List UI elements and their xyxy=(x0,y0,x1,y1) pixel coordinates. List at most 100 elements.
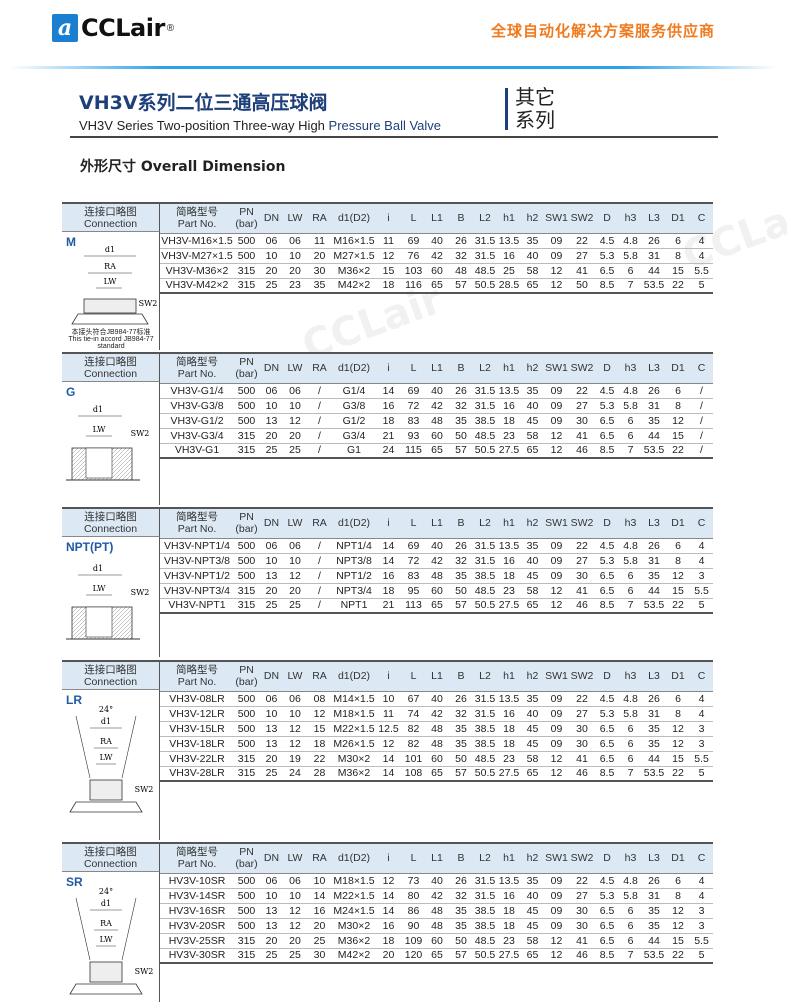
value-cell: 50.5 xyxy=(473,598,497,614)
value-cell: 4.5 xyxy=(595,691,619,707)
part-number-cell: VH3V-M36×2 xyxy=(160,263,234,279)
logo-text: CCLair xyxy=(81,14,165,42)
value-cell: 48 xyxy=(425,413,449,429)
value-cell: 4.8 xyxy=(619,691,642,707)
value-cell: 35 xyxy=(642,568,666,584)
value-cell: 69 xyxy=(402,538,425,554)
svg-text:d1: d1 xyxy=(93,405,103,414)
value-cell: 6 xyxy=(666,691,690,707)
value-cell: 500 xyxy=(234,233,259,249)
value-cell: 23 xyxy=(284,278,306,294)
subtitle-part: VH3V Series Two-position Three-way High xyxy=(79,118,329,133)
value-cell: 13 xyxy=(259,903,284,919)
value-cell: 5 xyxy=(690,598,713,614)
column-divider xyxy=(159,537,160,657)
value-cell: 27 xyxy=(569,248,595,264)
value-cell: 40 xyxy=(425,538,449,554)
value-cell: 42 xyxy=(425,706,449,722)
table-row: VH3V-M36×2 315 20 20 30 M36×2 15 103 60 48 48.5 25 5… xyxy=(160,263,713,279)
column-header: L3 xyxy=(642,842,666,874)
value-cell: 315 xyxy=(234,428,259,444)
table-header-row: 简略型号 Part No. PN (bar) DN LW RA d1(D2) i L L1 B L2 h1… xyxy=(160,202,713,234)
column-header: C xyxy=(690,842,713,874)
value-cell: 15 xyxy=(666,263,690,279)
value-cell: 5.3 xyxy=(595,706,619,722)
column-header: h3 xyxy=(619,842,642,874)
value-cell: 12.5 xyxy=(375,721,402,737)
value-cell: 09 xyxy=(544,903,569,919)
value-cell: 7 xyxy=(619,598,642,614)
connection-diagram: 24° d1 RA LW SW2 xyxy=(69,887,153,995)
table-row: VH3V-08LR 500 06 06 08 M14×1.5 10 67 40 26 31.5 13.… xyxy=(160,691,713,707)
value-cell: 65 xyxy=(521,443,544,459)
value-cell: 93 xyxy=(402,428,425,444)
value-cell: 20 xyxy=(259,428,284,444)
value-cell: 32 xyxy=(449,398,473,414)
value-cell: 57 xyxy=(449,766,473,782)
part-number-cell: VH3V-G1/2 xyxy=(160,413,234,429)
value-cell: / xyxy=(690,398,713,414)
registered-mark: ® xyxy=(166,22,175,34)
table-header-row: 简略型号 Part No. PN (bar) DN LW RA d1(D2) i L L1 B L2 h1… xyxy=(160,660,713,692)
value-cell: 83 xyxy=(402,413,425,429)
column-header: 简略型号 Part No. xyxy=(160,202,234,234)
value-cell: 35 xyxy=(521,233,544,249)
column-header: L xyxy=(402,660,425,692)
value-cell: 82 xyxy=(402,736,425,752)
value-cell: 20 xyxy=(306,918,333,934)
value-cell: M18×1.5 xyxy=(333,873,375,889)
value-cell: 6 xyxy=(619,568,642,584)
value-cell: M27×1.5 xyxy=(333,248,375,264)
value-cell: 42 xyxy=(425,888,449,904)
value-cell: 6 xyxy=(619,933,642,949)
column-header: D1 xyxy=(666,202,690,234)
value-cell: 315 xyxy=(234,443,259,459)
value-cell: 06 xyxy=(259,538,284,554)
column-header: SW1 xyxy=(544,660,569,692)
value-cell: 500 xyxy=(234,398,259,414)
column-header: B xyxy=(449,352,473,384)
value-cell: 4 xyxy=(690,873,713,889)
category-label: 其它 系列 xyxy=(515,86,555,132)
column-header: h3 xyxy=(619,202,642,234)
value-cell: 06 xyxy=(259,873,284,889)
column-header: L3 xyxy=(642,352,666,384)
value-cell: 31.5 xyxy=(473,383,497,399)
value-cell: 40 xyxy=(425,383,449,399)
value-cell: 4.8 xyxy=(619,383,642,399)
value-cell: 12 xyxy=(375,248,402,264)
value-cell: 19 xyxy=(284,751,306,767)
column-header: h2 xyxy=(521,842,544,874)
value-cell: 7 xyxy=(619,278,642,294)
table-row: HV3V-25SR 315 20 20 25 M36×2 18 109 60 50 48.5 23 58… xyxy=(160,933,713,949)
column-header: L xyxy=(402,507,425,539)
value-cell: 12 xyxy=(306,706,333,722)
column-header: SW1 xyxy=(544,507,569,539)
column-header: D1 xyxy=(666,507,690,539)
value-cell: 315 xyxy=(234,583,259,599)
value-cell: 12 xyxy=(375,873,402,889)
value-cell: 46 xyxy=(569,766,595,782)
column-header: L2 xyxy=(473,507,497,539)
value-cell: 315 xyxy=(234,263,259,279)
value-cell: 35 xyxy=(521,383,544,399)
column-header: 简略型号 Part No. xyxy=(160,507,234,539)
value-cell: 6 xyxy=(619,721,642,737)
value-cell: 6.5 xyxy=(595,428,619,444)
value-cell: 27 xyxy=(569,553,595,569)
value-cell: 18 xyxy=(306,736,333,752)
dimension-table: 简略型号 Part No. PN (bar) DN LW RA d1(D2) i L L1 B L2 h1… xyxy=(160,507,713,614)
column-header: B xyxy=(449,660,473,692)
connection-type-label: M xyxy=(66,235,76,249)
value-cell: M42×2 xyxy=(333,278,375,294)
value-cell: NPT1/4 xyxy=(333,538,375,554)
value-cell: 53.5 xyxy=(642,598,666,614)
part-number-cell: VH3V-NPT3/4 xyxy=(160,583,234,599)
part-number-cell: VH3V-12LR xyxy=(160,706,234,722)
value-cell: 57 xyxy=(449,598,473,614)
value-cell: 86 xyxy=(402,903,425,919)
value-cell: 65 xyxy=(521,766,544,782)
svg-text:24°: 24° xyxy=(99,705,113,714)
value-cell: 13.5 xyxy=(497,383,521,399)
value-cell: 5 xyxy=(690,948,713,964)
